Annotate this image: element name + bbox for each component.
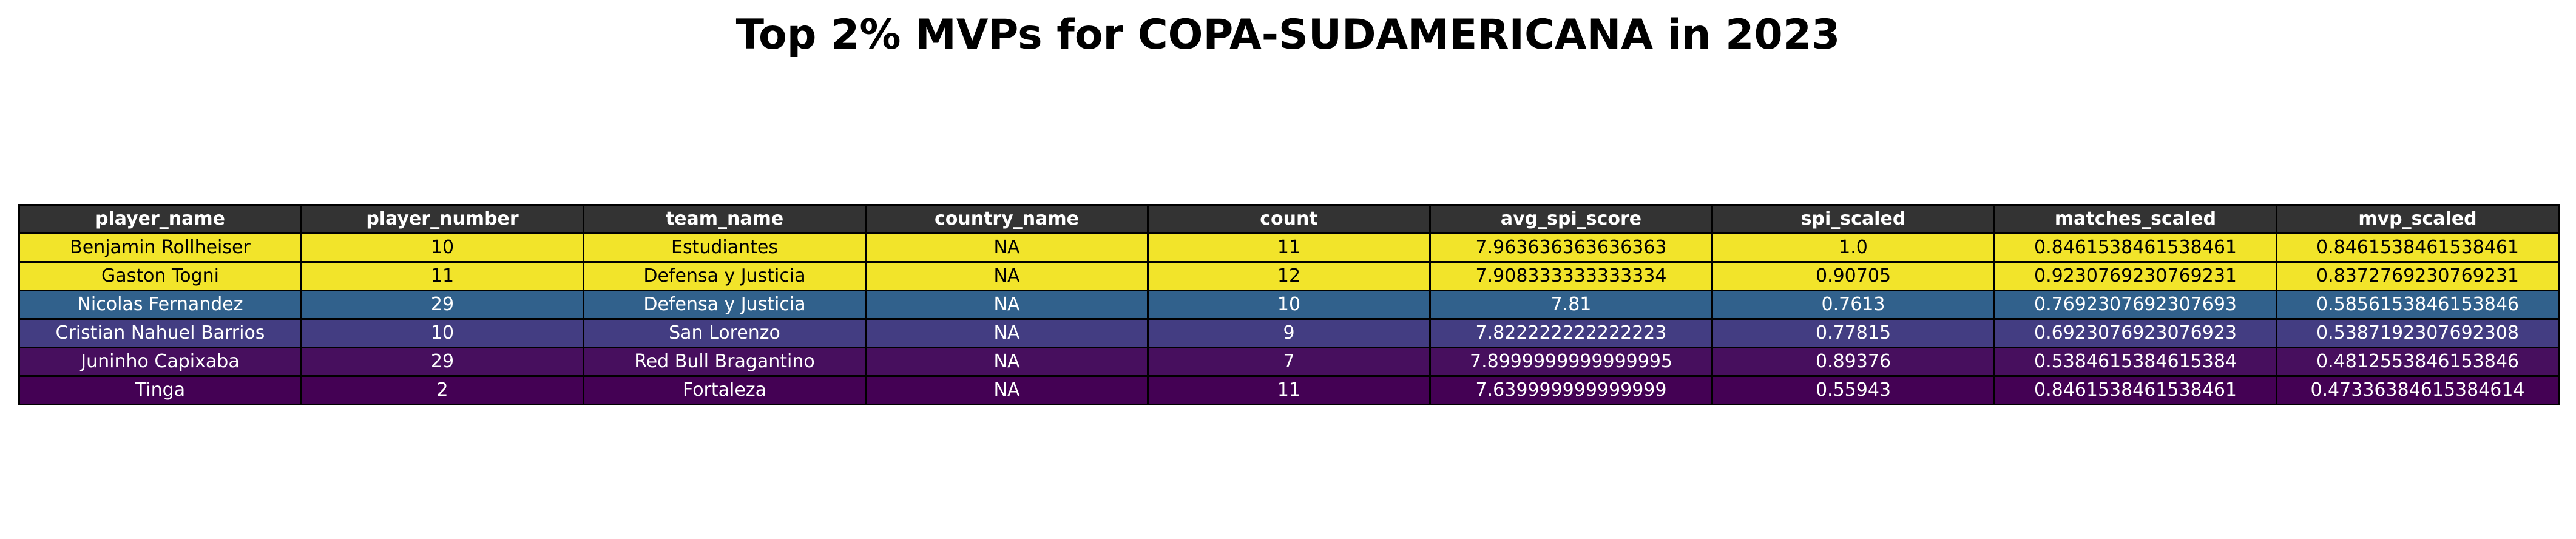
header-cell-team-name: team_name [583,204,867,234]
cell-country-name: NA [865,290,1149,320]
mvp-table: player_name player_number team_name coun… [18,204,2560,405]
cell-matches-scaled: 0.8461538461538461 [1993,375,2277,405]
cell-mvp-scaled: 0.5856153846153846 [2276,290,2560,320]
cell-player-number: 29 [300,290,584,320]
cell-mvp-scaled: 0.47336384615384614 [2276,375,2560,405]
cell-player-number: 10 [300,318,584,348]
cell-country-name: NA [865,232,1149,263]
header-cell-count: count [1147,204,1431,234]
header-cell-player-name: player_name [18,204,302,234]
header-cell-spi-scaled: spi_scaled [1711,204,1995,234]
header-cell-avg-spi-score: avg_spi_score [1429,204,1713,234]
table-row: Cristian Nahuel Barrios 10 San Lorenzo NA 9 7… [18,318,2560,348]
table-header: player_name player_number team_name coun… [18,204,2560,234]
table-row: Juninho Capixaba 29 Red Bull Bragantino NA 7… [18,347,2560,377]
table-row: Nicolas Fernandez 29 Defensa y Justicia NA 1… [18,290,2560,320]
cell-avg-spi-score: 7.639999999999999 [1429,375,1713,405]
cell-country-name: NA [865,261,1149,291]
header-row: player_name player_number team_name coun… [18,204,2560,234]
chart-title: Top 2% MVPs for COPA-SUDAMERICANA in 202… [735,11,1841,59]
cell-mvp-scaled: 0.4812553846153846 [2276,347,2560,377]
cell-player-number: 10 [300,232,584,263]
cell-count: 11 [1147,375,1431,405]
cell-team-name: San Lorenzo [583,318,867,348]
cell-player-name: Gaston Togni [18,261,302,291]
cell-player-number: 2 [300,375,584,405]
header-cell-mvp-scaled: mvp_scaled [2276,204,2560,234]
cell-spi-scaled: 1.0 [1711,232,1995,263]
cell-spi-scaled: 0.89376 [1711,347,1995,377]
cell-spi-scaled: 0.77815 [1711,318,1995,348]
cell-team-name: Red Bull Bragantino [583,347,867,377]
cell-team-name: Defensa y Justicia [583,290,867,320]
cell-country-name: NA [865,318,1149,348]
cell-player-number: 11 [300,261,584,291]
cell-country-name: NA [865,347,1149,377]
cell-avg-spi-score: 7.908333333333334 [1429,261,1713,291]
table-row: Benjamin Rollheiser 10 Estudiantes NA 11 7.96… [18,232,2560,263]
cell-player-name: Tinga [18,375,302,405]
cell-mvp-scaled: 0.8461538461538461 [2276,232,2560,263]
cell-count: 10 [1147,290,1431,320]
table-row: Gaston Togni 11 Defensa y Justicia NA 12 7.90… [18,261,2560,291]
cell-spi-scaled: 0.55943 [1711,375,1995,405]
table-body: Benjamin Rollheiser 10 Estudiantes NA 11 7.96… [18,232,2560,405]
cell-count: 7 [1147,347,1431,377]
cell-matches-scaled: 0.9230769230769231 [1993,261,2277,291]
cell-matches-scaled: 0.6923076923076923 [1993,318,2277,348]
cell-team-name: Defensa y Justicia [583,261,867,291]
cell-player-name: Juninho Capixaba [18,347,302,377]
cell-avg-spi-score: 7.963636363636363 [1429,232,1713,263]
header-cell-country-name: country_name [865,204,1149,234]
cell-count: 12 [1147,261,1431,291]
cell-player-number: 29 [300,347,584,377]
cell-avg-spi-score: 7.822222222222223 [1429,318,1713,348]
cell-matches-scaled: 0.8461538461538461 [1993,232,2277,263]
cell-avg-spi-score: 7.81 [1429,290,1713,320]
table-row: Tinga 2 Fortaleza NA 11 7.639999999999999 0.55… [18,375,2560,405]
cell-mvp-scaled: 0.5387192307692308 [2276,318,2560,348]
cell-country-name: NA [865,375,1149,405]
cell-player-name: Nicolas Fernandez [18,290,302,320]
cell-player-name: Benjamin Rollheiser [18,232,302,263]
header-cell-player-number: player_number [300,204,584,234]
header-cell-matches-scaled: matches_scaled [1993,204,2277,234]
cell-avg-spi-score: 7.8999999999999995 [1429,347,1713,377]
cell-matches-scaled: 0.5384615384615384 [1993,347,2277,377]
cell-count: 11 [1147,232,1431,263]
cell-count: 9 [1147,318,1431,348]
cell-spi-scaled: 0.90705 [1711,261,1995,291]
cell-team-name: Fortaleza [583,375,867,405]
cell-player-name: Cristian Nahuel Barrios [18,318,302,348]
cell-spi-scaled: 0.7613 [1711,290,1995,320]
cell-mvp-scaled: 0.8372769230769231 [2276,261,2560,291]
cell-team-name: Estudiantes [583,232,867,263]
cell-matches-scaled: 0.7692307692307693 [1993,290,2277,320]
